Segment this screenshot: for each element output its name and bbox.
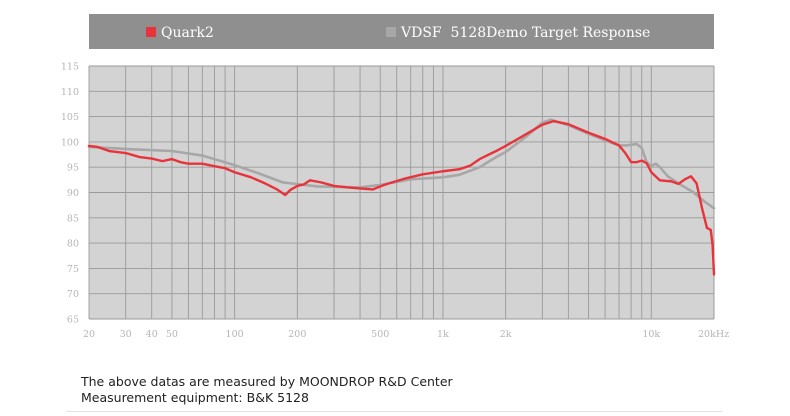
x-tick-label: 30	[120, 329, 132, 340]
x-tick-label: 20kHz	[698, 329, 729, 340]
series-line-target	[87, 118, 716, 210]
y-tick-label: 110	[61, 87, 79, 98]
y-tick-label: 70	[67, 289, 79, 300]
y-tick-label: 115	[61, 62, 79, 73]
x-tick-label: 2k	[500, 329, 512, 340]
y-tick-label: 100	[61, 137, 79, 148]
x-tick-label: 10k	[642, 329, 660, 340]
y-tick-label: 65	[67, 315, 79, 326]
x-tick-label: 40	[146, 329, 158, 340]
x-tick-label: 50	[166, 329, 178, 340]
series-line-quark2	[87, 119, 716, 276]
x-tick-label: 500	[371, 329, 389, 340]
y-tick-label: 75	[67, 264, 79, 275]
legend-label: Quark2	[161, 25, 214, 41]
x-tick-label: 200	[288, 329, 306, 340]
footer-line-measured-by: The above datas are measured by MOONDROP…	[81, 374, 453, 389]
bottom-divider	[66, 411, 722, 412]
legend-header	[89, 14, 714, 49]
footer-line-equipment: Measurement equipment: B&K 5128	[81, 390, 309, 405]
legend-swatch	[386, 27, 396, 37]
y-tick-label: 105	[61, 112, 79, 123]
x-tick-label: 100	[226, 329, 244, 340]
x-tick-label: 1k	[437, 329, 449, 340]
y-tick-label: 95	[67, 163, 79, 174]
y-tick-label: 85	[67, 213, 79, 224]
x-tick-label: 20	[83, 329, 95, 340]
y-tick-label: 80	[67, 239, 79, 250]
footer-notes: The above datas are measured by MOONDROP…	[81, 374, 453, 406]
legend-label: VDSF 5128Demo Target Response	[400, 25, 650, 41]
legend-swatch	[146, 27, 156, 37]
y-tick-label: 90	[67, 188, 79, 199]
